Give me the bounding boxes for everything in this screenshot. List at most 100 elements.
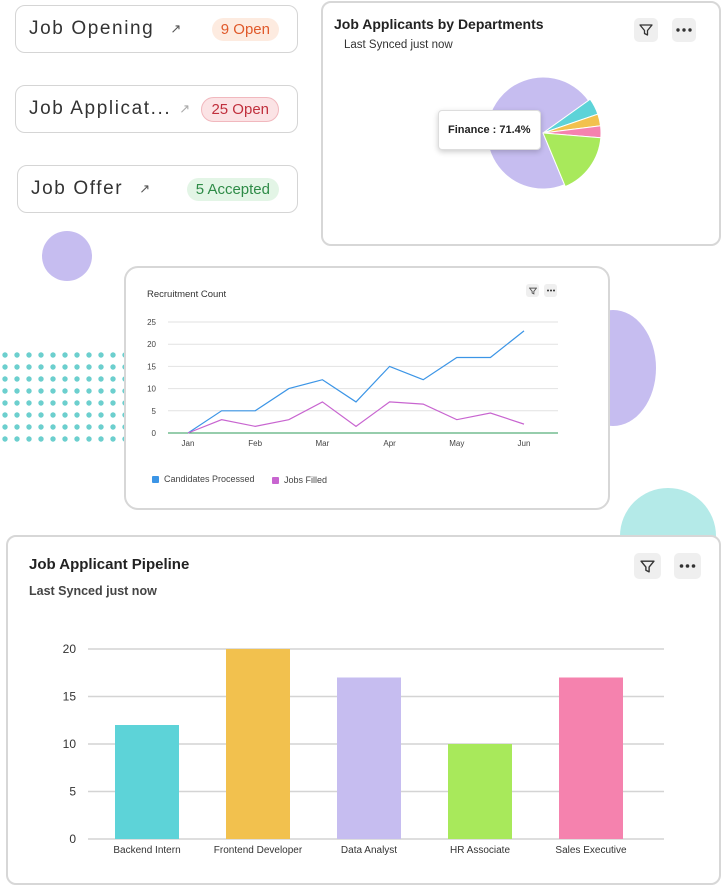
x-tick-label: Apr: [383, 439, 396, 448]
stat-job-offer[interactable]: Job Offer ↗ 5 Accepted: [17, 165, 298, 213]
bar-4: [559, 677, 623, 839]
decor-dot: [86, 364, 92, 370]
arrow-up-right-icon: ↗: [179, 101, 191, 116]
more-options-button[interactable]: [672, 18, 696, 42]
filter-icon: [528, 287, 537, 295]
decor-dot: [38, 436, 44, 442]
decor-dot: [110, 352, 116, 358]
decor-dot: [38, 376, 44, 382]
decor-dot: [50, 400, 56, 406]
y-tick-label: 20: [147, 340, 156, 349]
decor-dot: [14, 376, 20, 382]
more-options-button[interactable]: [674, 553, 701, 579]
decor-dot: [2, 364, 8, 370]
legend-swatch: [152, 475, 159, 483]
decor-dot: [74, 388, 80, 394]
decor-dot: [62, 376, 68, 382]
y-tick-label: 20: [63, 642, 77, 656]
legend-label: Jobs Filled: [284, 475, 328, 485]
decor-dot: [98, 376, 104, 382]
arrow-up-right-icon: ↗: [139, 181, 151, 196]
decor-dot: [74, 364, 80, 370]
decor-dot: [2, 376, 8, 382]
chart-tooltip: Finance : 71.4%: [438, 110, 541, 150]
departments-card: Job Applicants by Departments Last Synce…: [321, 1, 721, 246]
decor-dot: [38, 364, 44, 370]
x-tick-label: Jun: [518, 439, 531, 448]
decor-dot: [110, 376, 116, 382]
decor-dot: [98, 364, 104, 370]
legend-item-jobs-filled[interactable]: Jobs Filled: [272, 475, 327, 485]
decor-dot: [98, 352, 104, 358]
filter-button[interactable]: [634, 553, 661, 579]
legend-label: Candidates Processed: [164, 474, 255, 484]
decor-dot: [62, 412, 68, 418]
stat-job-opening[interactable]: Job Opening ↗ 9 Open: [15, 5, 298, 53]
decor-dot: [86, 400, 92, 406]
decor-dot: [86, 424, 92, 430]
decor-dot: [14, 436, 20, 442]
decor-dot: [26, 388, 32, 394]
decor-dot-grid: [2, 352, 128, 442]
legend-item-candidates[interactable]: Candidates Processed: [152, 474, 255, 484]
decor-dot: [26, 376, 32, 382]
y-tick-label: 10: [63, 737, 77, 751]
decor-dot: [38, 412, 44, 418]
more-icon: [676, 28, 692, 32]
card-title: Job Applicants by Departments: [334, 16, 544, 32]
decor-dot: [50, 364, 56, 370]
y-tick-label: 5: [152, 407, 157, 416]
decor-dot: [98, 412, 104, 418]
legend-swatch: [272, 476, 279, 484]
bar-0: [115, 725, 179, 839]
y-tick-label: 25: [147, 318, 156, 327]
decor-dot: [2, 352, 8, 358]
decor-dot: [74, 424, 80, 430]
bar-3: [448, 744, 512, 839]
x-tick-label: Mar: [316, 439, 330, 448]
y-tick-label: 10: [147, 385, 156, 394]
decor-dot: [38, 424, 44, 430]
decor-dot: [62, 388, 68, 394]
decor-dot: [50, 436, 56, 442]
decor-dot: [14, 400, 20, 406]
decor-dot: [74, 400, 80, 406]
decor-dot: [86, 352, 92, 358]
decor-dot: [98, 388, 104, 394]
decor-dot: [26, 436, 32, 442]
more-options-button[interactable]: [544, 284, 557, 297]
decor-dot: [38, 400, 44, 406]
decor-dot: [14, 364, 20, 370]
decor-dot: [62, 352, 68, 358]
x-tick-label: Feb: [248, 439, 262, 448]
decor-dot: [98, 424, 104, 430]
decor-dot: [14, 424, 20, 430]
decor-dot: [50, 412, 56, 418]
pie-slice-4: [542, 132, 602, 188]
decor-dot: [110, 412, 116, 418]
recruitment-card: Recruitment Count 0 5 10 15 20 25 Jan Feb Mar Apr…: [124, 266, 610, 510]
stat-job-applicants[interactable]: Job Applicat... ↗ 25 Open: [15, 85, 298, 133]
decor-dot: [110, 400, 116, 406]
x-tick-label: Frontend Developer: [214, 845, 303, 856]
decor-dot: [110, 388, 116, 394]
filter-button[interactable]: [634, 18, 658, 42]
decor-dot: [2, 436, 8, 442]
y-tick-label: 0: [152, 429, 157, 438]
stat-title: Job Applicat...: [29, 98, 172, 119]
decor-dot: [38, 388, 44, 394]
filter-button[interactable]: [526, 284, 539, 297]
decor-dot: [50, 424, 56, 430]
more-icon: [546, 289, 555, 292]
decor-dot: [26, 352, 32, 358]
decor-dot: [74, 352, 80, 358]
decor-dot: [50, 352, 56, 358]
decor-dot: [110, 364, 116, 370]
x-tick-label: May: [449, 439, 464, 448]
y-tick-label: 15: [147, 362, 156, 371]
y-tick-label: 5: [69, 785, 76, 799]
decor-dot: [74, 376, 80, 382]
decor-dot: [26, 424, 32, 430]
bar-2: [337, 677, 401, 839]
decor-dot: [98, 436, 104, 442]
